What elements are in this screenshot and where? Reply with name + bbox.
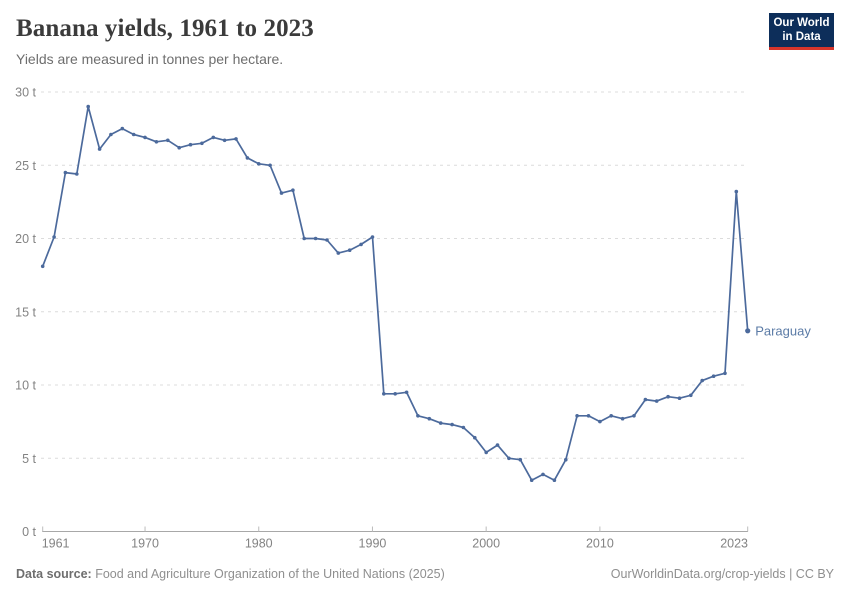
data-point[interactable] (86, 104, 90, 109)
data-point[interactable] (234, 137, 238, 141)
chart-footer: Data source: Food and Agriculture Organi… (16, 567, 834, 581)
data-point[interactable] (279, 191, 284, 195)
data-point[interactable] (97, 147, 102, 151)
data-point[interactable] (461, 425, 466, 430)
data-point[interactable] (529, 478, 534, 483)
data-point[interactable] (586, 414, 591, 418)
data-point[interactable] (63, 170, 68, 175)
chart-subtitle: Yields are measured in tonnes per hectar… (16, 51, 284, 67)
chart-header: Banana yields, 1961 to 2023 Yields are m… (16, 13, 834, 67)
data-point[interactable] (734, 189, 739, 194)
data-point[interactable] (131, 132, 136, 137)
logo-line-2: in Data (782, 31, 821, 43)
data-point[interactable] (245, 156, 250, 160)
y-tick-label: 5 t (22, 452, 36, 466)
data-point[interactable] (609, 414, 613, 418)
data-point[interactable] (598, 419, 602, 424)
y-tick-label: 15 t (15, 305, 36, 319)
data-point[interactable] (700, 378, 704, 383)
data-source-text: Food and Agriculture Organization of the… (95, 567, 445, 581)
data-point[interactable] (313, 236, 318, 241)
data-point[interactable] (177, 145, 181, 150)
logo-line-1: Our World (773, 17, 830, 29)
x-tick-label: 2023 (720, 537, 748, 551)
y-tick-label: 20 t (15, 232, 36, 246)
data-point[interactable] (40, 264, 45, 269)
data-point[interactable] (507, 456, 511, 461)
data-point[interactable] (473, 435, 477, 440)
data-point[interactable] (643, 397, 648, 402)
x-tick-label: 1980 (245, 537, 273, 551)
data-point[interactable] (723, 371, 727, 376)
y-tick-label: 25 t (15, 159, 36, 173)
data-point[interactable] (575, 414, 579, 418)
data-point[interactable] (666, 394, 670, 399)
data-point[interactable] (620, 416, 625, 421)
data-point[interactable] (211, 135, 216, 140)
x-tick-label: 1990 (359, 537, 387, 551)
page-title: Banana yields, 1961 to 2023 (16, 15, 314, 42)
y-tick-label: 0 t (22, 525, 36, 539)
data-source-note: Data source: Food and Agriculture Organi… (16, 567, 445, 581)
data-point[interactable] (302, 236, 307, 241)
data-point[interactable] (120, 126, 125, 131)
data-point[interactable] (200, 141, 204, 146)
data-point[interactable] (393, 392, 398, 396)
data-point[interactable] (291, 188, 295, 192)
data-point[interactable] (166, 138, 170, 143)
data-point[interactable] (484, 450, 489, 455)
data-point[interactable] (325, 238, 329, 242)
data-point[interactable] (75, 172, 79, 176)
data-point[interactable] (689, 393, 693, 398)
series-paraguay[interactable]: Paraguay (40, 104, 811, 483)
data-point[interactable] (564, 457, 568, 462)
data-point[interactable] (347, 248, 352, 252)
data-point[interactable] (143, 135, 147, 140)
x-tick-label: 2010 (586, 537, 614, 551)
data-point[interactable] (438, 421, 443, 425)
x-tick-label: 1961 (42, 537, 70, 551)
series-path[interactable] (41, 105, 749, 482)
data-point[interactable] (382, 392, 386, 396)
data-point[interactable] (336, 251, 341, 255)
data-point[interactable] (268, 163, 272, 168)
data-point[interactable] (450, 422, 454, 427)
data-point[interactable] (416, 414, 420, 418)
data-point[interactable] (359, 242, 363, 247)
data-point[interactable] (154, 140, 159, 144)
data-point[interactable] (518, 457, 523, 462)
attribution-link[interactable]: OurWorldinData.org/crop-yields | CC BY (610, 567, 834, 581)
data-point[interactable] (677, 396, 682, 401)
data-point[interactable] (256, 162, 261, 166)
data-point[interactable] (52, 235, 56, 239)
data-point[interactable] (495, 443, 500, 447)
data-point[interactable] (370, 235, 375, 239)
data-point[interactable] (188, 142, 193, 147)
owid-logo[interactable]: Our World in Data (769, 13, 834, 50)
end-point-marker[interactable] (745, 328, 751, 334)
data-source-label: Data source: (16, 567, 92, 581)
y-tick-label: 10 t (15, 379, 36, 393)
data-point[interactable] (404, 390, 409, 395)
entity-label-paraguay[interactable]: Paraguay (755, 323, 811, 338)
x-axis: 1961 1970 1980 1990 2000 2010 2023 (42, 526, 749, 551)
data-point[interactable] (541, 472, 545, 477)
data-point[interactable] (711, 374, 716, 379)
x-tick-label: 1970 (131, 537, 159, 551)
y-grid: 0 t 5 t 10 t 15 t 20 t 25 t 30 t (15, 86, 748, 539)
y-tick-label: 30 t (15, 86, 36, 100)
x-tick-label: 2000 (472, 537, 500, 551)
data-point[interactable] (632, 414, 636, 418)
data-point[interactable] (427, 416, 432, 421)
data-point[interactable] (222, 138, 227, 143)
data-point[interactable] (552, 478, 557, 483)
data-point[interactable] (654, 399, 659, 403)
data-point[interactable] (109, 132, 113, 137)
